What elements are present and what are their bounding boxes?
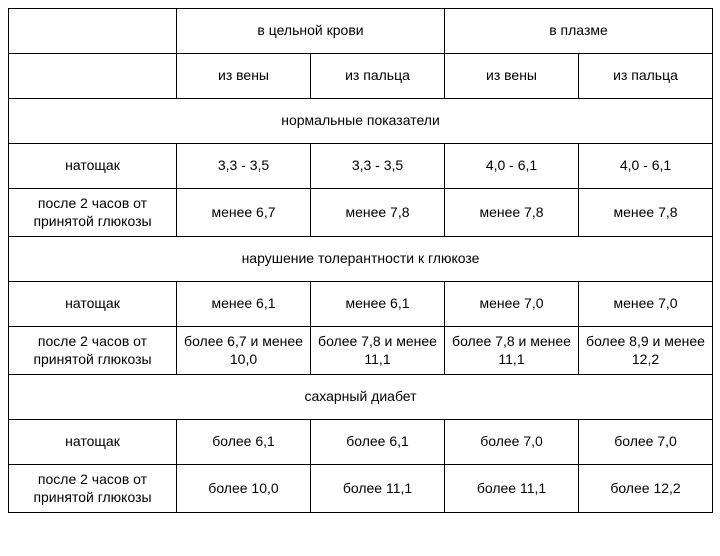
- header-blank: [9, 54, 177, 99]
- row-label: после 2 часов от принятой глюкозы: [9, 465, 177, 513]
- header-sub-vein-1: из вены: [177, 54, 311, 99]
- cell-value: более 10,0: [177, 465, 311, 513]
- cell-value: менее 6,7: [177, 189, 311, 237]
- table-row: после 2 часов от принятой глюкозы более …: [9, 327, 713, 375]
- section-title-normal: нормальные показатели: [9, 99, 713, 144]
- header-blank: [9, 9, 177, 54]
- header-sub-finger-2: из пальца: [579, 54, 713, 99]
- cell-value: более 7,0: [445, 420, 579, 465]
- table-row: нарушение толерантности к глюкозе: [9, 237, 713, 282]
- row-label: после 2 часов от принятой глюкозы: [9, 327, 177, 375]
- section-title-diabetes: сахарный диабет: [9, 375, 713, 420]
- header-sub-finger-1: из пальца: [311, 54, 445, 99]
- cell-value: 3,3 - 3,5: [177, 144, 311, 189]
- row-label: натощак: [9, 282, 177, 327]
- table-row: сахарный диабет: [9, 375, 713, 420]
- section-title-impaired: нарушение толерантности к глюкозе: [9, 237, 713, 282]
- header-group-whole-blood: в цельной крови: [177, 9, 445, 54]
- glucose-table: в цельной крови в плазме из вены из паль…: [8, 8, 713, 513]
- cell-value: более 7,0: [579, 420, 713, 465]
- cell-value: менее 7,8: [445, 189, 579, 237]
- cell-value: менее 7,8: [311, 189, 445, 237]
- cell-value: менее 7,8: [579, 189, 713, 237]
- cell-value: более 11,1: [311, 465, 445, 513]
- cell-value: более 12,2: [579, 465, 713, 513]
- header-group-plasma: в плазме: [445, 9, 713, 54]
- cell-value: более 6,1: [311, 420, 445, 465]
- cell-value: менее 7,0: [579, 282, 713, 327]
- cell-value: 4,0 - 6,1: [445, 144, 579, 189]
- cell-value: менее 6,1: [311, 282, 445, 327]
- table-row: натощак менее 6,1 менее 6,1 менее 7,0 ме…: [9, 282, 713, 327]
- row-label: после 2 часов от принятой глюкозы: [9, 189, 177, 237]
- cell-value: более 7,8 и менее 11,1: [311, 327, 445, 375]
- table-row: из вены из пальца из вены из пальца: [9, 54, 713, 99]
- row-label: натощак: [9, 144, 177, 189]
- cell-value: более 6,1: [177, 420, 311, 465]
- table-row: после 2 часов от принятой глюкозы менее …: [9, 189, 713, 237]
- table-row: натощак 3,3 - 3,5 3,3 - 3,5 4,0 - 6,1 4,…: [9, 144, 713, 189]
- row-label: натощак: [9, 420, 177, 465]
- table-row: натощак более 6,1 более 6,1 более 7,0 бо…: [9, 420, 713, 465]
- table-row: нормальные показатели: [9, 99, 713, 144]
- cell-value: 3,3 - 3,5: [311, 144, 445, 189]
- cell-value: более 6,7 и менее 10,0: [177, 327, 311, 375]
- table-row: в цельной крови в плазме: [9, 9, 713, 54]
- cell-value: более 8,9 и менее 12,2: [579, 327, 713, 375]
- cell-value: 4,0 - 6,1: [579, 144, 713, 189]
- cell-value: менее 7,0: [445, 282, 579, 327]
- cell-value: более 11,1: [445, 465, 579, 513]
- header-sub-vein-2: из вены: [445, 54, 579, 99]
- cell-value: менее 6,1: [177, 282, 311, 327]
- cell-value: более 7,8 и менее 11,1: [445, 327, 579, 375]
- table-row: после 2 часов от принятой глюкозы более …: [9, 465, 713, 513]
